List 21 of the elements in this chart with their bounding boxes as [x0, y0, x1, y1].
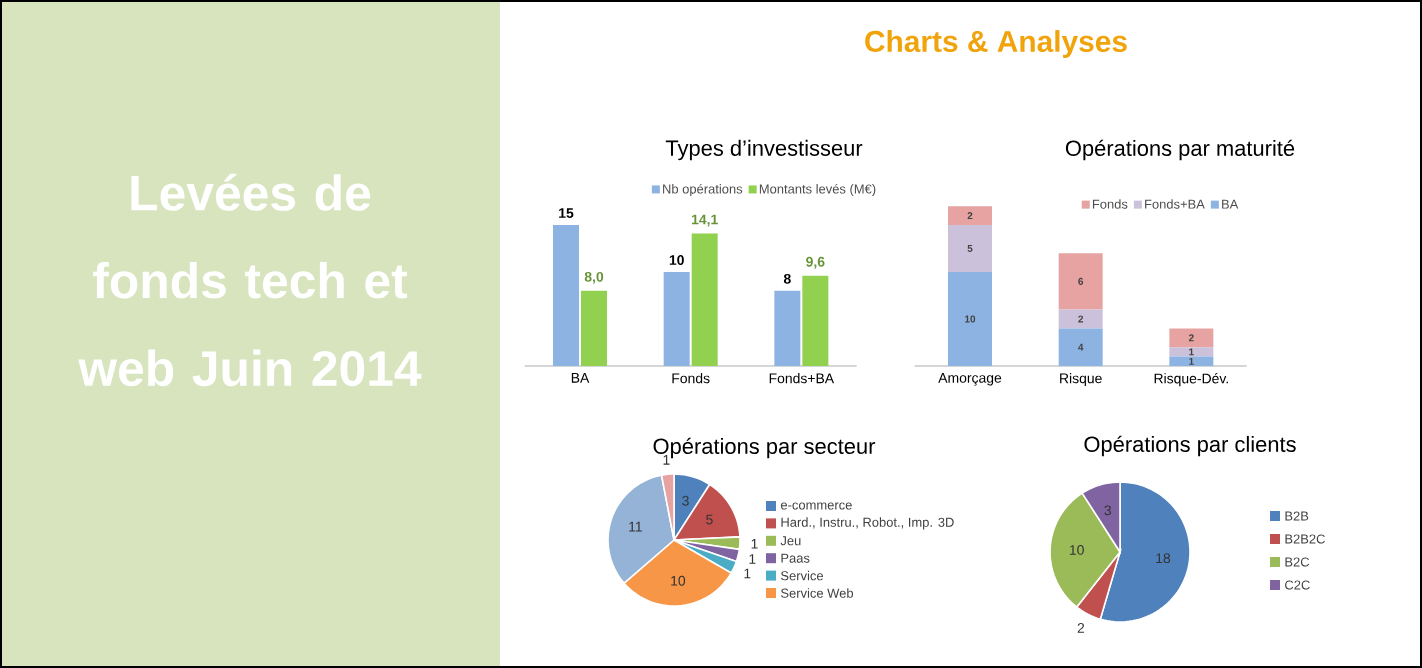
bar [581, 290, 608, 366]
bar [1058, 253, 1103, 310]
bar [663, 272, 690, 366]
bar [553, 225, 580, 366]
bar [948, 272, 993, 366]
chart-title: Types d’investisseur [665, 139, 863, 161]
bar [802, 275, 829, 366]
bar [1169, 356, 1214, 366]
chart-title: Opérations par maturité [1065, 139, 1295, 161]
text: Levées de fonds tech et web Juin 2014 [78, 173, 422, 387]
bar [948, 206, 993, 225]
bar [1058, 328, 1103, 366]
text: Charts & Analyses [865, 30, 1127, 58]
bar [691, 233, 718, 366]
bar [774, 290, 801, 366]
chart-title: Opérations par clients [1084, 435, 1296, 457]
bar [1058, 309, 1103, 329]
bar [948, 225, 993, 272]
bar [1169, 328, 1214, 348]
bar [1169, 347, 1214, 357]
chart-title: Opérations par secteur [653, 437, 876, 459]
